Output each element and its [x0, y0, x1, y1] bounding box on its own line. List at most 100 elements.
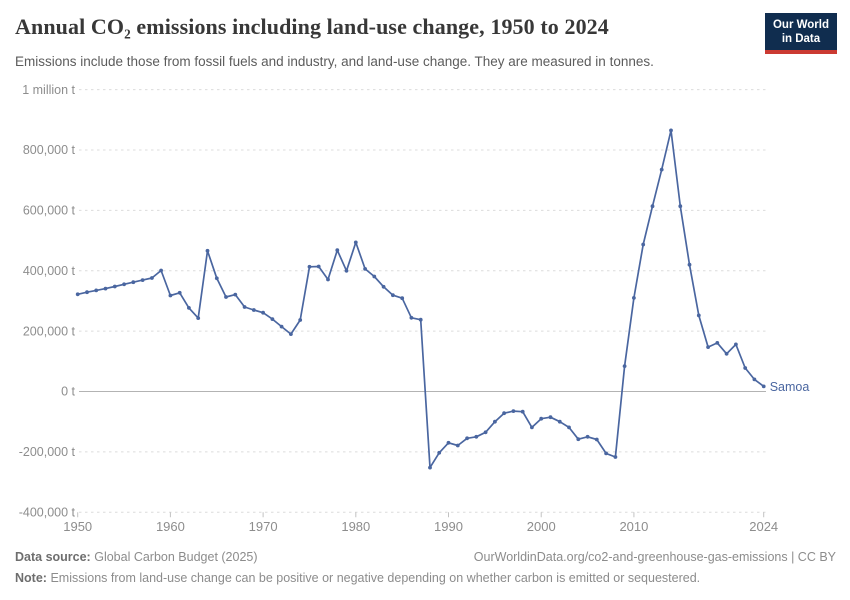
data-point[interactable]	[604, 451, 608, 456]
data-point[interactable]	[409, 315, 414, 320]
data-point[interactable]	[493, 419, 497, 424]
owid-logo-line1: Our World	[772, 19, 829, 31]
data-point[interactable]	[289, 332, 293, 336]
y-axis-label: 0 t	[61, 385, 75, 399]
data-point[interactable]	[242, 305, 247, 309]
data-point[interactable]	[437, 450, 442, 455]
data-point[interactable]	[641, 242, 646, 247]
data-point[interactable]	[372, 274, 377, 279]
data-point[interactable]	[706, 345, 710, 349]
chart-note: Note: Emissions from land-use change can…	[15, 568, 836, 589]
data-point[interactable]	[122, 282, 126, 287]
page-title: Annual CO₂ emissions including land-use …	[15, 14, 609, 39]
data-point[interactable]	[613, 455, 618, 459]
data-point[interactable]	[715, 341, 720, 345]
data-point[interactable]	[446, 440, 451, 445]
data-point[interactable]	[270, 317, 275, 321]
data-point[interactable]	[140, 278, 145, 282]
data-point[interactable]	[159, 268, 164, 273]
x-axis-label: 2010	[619, 519, 648, 534]
data-point[interactable]	[567, 425, 571, 430]
data-point[interactable]	[678, 204, 683, 209]
data-source-label: Data source:	[15, 550, 91, 564]
data-point[interactable]	[734, 342, 738, 347]
x-axis-label: 1960	[156, 519, 185, 534]
data-point[interactable]	[632, 296, 636, 300]
data-point[interactable]	[511, 409, 516, 413]
data-point[interactable]	[622, 364, 627, 368]
data-point[interactable]	[381, 284, 386, 289]
data-point[interactable]	[261, 310, 265, 315]
data-point[interactable]	[131, 280, 136, 285]
data-point[interactable]	[307, 264, 312, 269]
data-point[interactable]	[650, 204, 655, 209]
data-point[interactable]	[576, 437, 581, 442]
data-point[interactable]	[251, 308, 256, 312]
data-point[interactable]	[75, 292, 80, 297]
data-point[interactable]	[187, 306, 191, 310]
data-point[interactable]	[761, 384, 766, 389]
emissions-line-chart[interactable]: 1 million t 800,000 t 600,000 t 400,000 t 20…	[0, 78, 850, 540]
data-point[interactable]	[743, 366, 748, 370]
y-axis-label: -200,000 t	[19, 445, 76, 459]
data-point[interactable]	[548, 415, 553, 420]
data-source: Data source: Global Carbon Budget (2025)	[15, 547, 258, 568]
data-point[interactable]	[418, 317, 423, 322]
data-point[interactable]	[520, 409, 525, 414]
data-point[interactable]	[344, 268, 349, 273]
series-line	[76, 129, 765, 469]
data-point[interactable]	[659, 167, 664, 172]
data-point[interactable]	[465, 436, 469, 441]
data-point[interactable]	[557, 419, 562, 424]
data-point[interactable]	[724, 351, 729, 356]
data-point[interactable]	[150, 276, 154, 280]
data-point[interactable]	[233, 292, 238, 297]
y-axis-label: 1 million t	[22, 83, 75, 97]
data-point[interactable]	[168, 293, 173, 298]
data-point[interactable]	[696, 313, 701, 318]
data-point[interactable]	[474, 434, 479, 439]
data-point[interactable]	[687, 262, 692, 267]
data-point[interactable]	[530, 425, 534, 430]
data-point[interactable]	[279, 324, 284, 329]
data-point[interactable]	[353, 240, 358, 245]
data-point[interactable]	[502, 411, 506, 416]
data-point[interactable]	[298, 318, 303, 322]
chart-footer: Data source: Global Carbon Budget (2025)…	[15, 547, 836, 588]
data-point[interactable]	[112, 284, 117, 289]
data-point[interactable]	[85, 290, 89, 295]
y-axis-label: 400,000 t	[23, 264, 76, 278]
owid-logo: Our World in Data	[764, 13, 837, 54]
data-point[interactable]	[177, 290, 182, 295]
data-point[interactable]	[196, 316, 201, 320]
data-point[interactable]	[539, 416, 544, 421]
data-series-samoa[interactable]	[75, 128, 766, 470]
data-point[interactable]	[224, 295, 228, 299]
data-point[interactable]	[363, 267, 367, 271]
data-point[interactable]	[214, 276, 219, 281]
data-point[interactable]	[455, 443, 460, 448]
owid-logo-line2: in Data	[781, 33, 821, 46]
data-point[interactable]	[316, 264, 321, 269]
data-point[interactable]	[669, 128, 673, 133]
data-point[interactable]	[103, 286, 108, 291]
x-axis-label: 2024	[749, 519, 778, 534]
data-point[interactable]	[585, 434, 590, 439]
x-axis-label: 2000	[527, 519, 556, 534]
y-axis-label: 200,000 t	[23, 324, 76, 338]
data-point[interactable]	[594, 437, 599, 442]
source-url[interactable]: OurWorldinData.org/co2-and-greenhouse-ga…	[473, 550, 836, 564]
series-label-samoa[interactable]: Samoa	[770, 380, 810, 394]
data-point[interactable]	[205, 248, 210, 253]
x-axis: 1950 1960 1970 1980 1990 2000 2010 2024	[63, 512, 778, 534]
data-point[interactable]	[335, 248, 340, 253]
data-point[interactable]	[391, 293, 395, 298]
data-point[interactable]	[428, 465, 432, 470]
data-point[interactable]	[326, 277, 330, 282]
data-point[interactable]	[483, 430, 488, 435]
data-point[interactable]	[752, 377, 757, 382]
data-point[interactable]	[94, 288, 99, 293]
x-axis-label: 1990	[434, 519, 463, 534]
y-gridlines: 1 million t 800,000 t 600,000 t 400,000 t 20…	[19, 83, 766, 519]
data-point[interactable]	[400, 296, 405, 301]
